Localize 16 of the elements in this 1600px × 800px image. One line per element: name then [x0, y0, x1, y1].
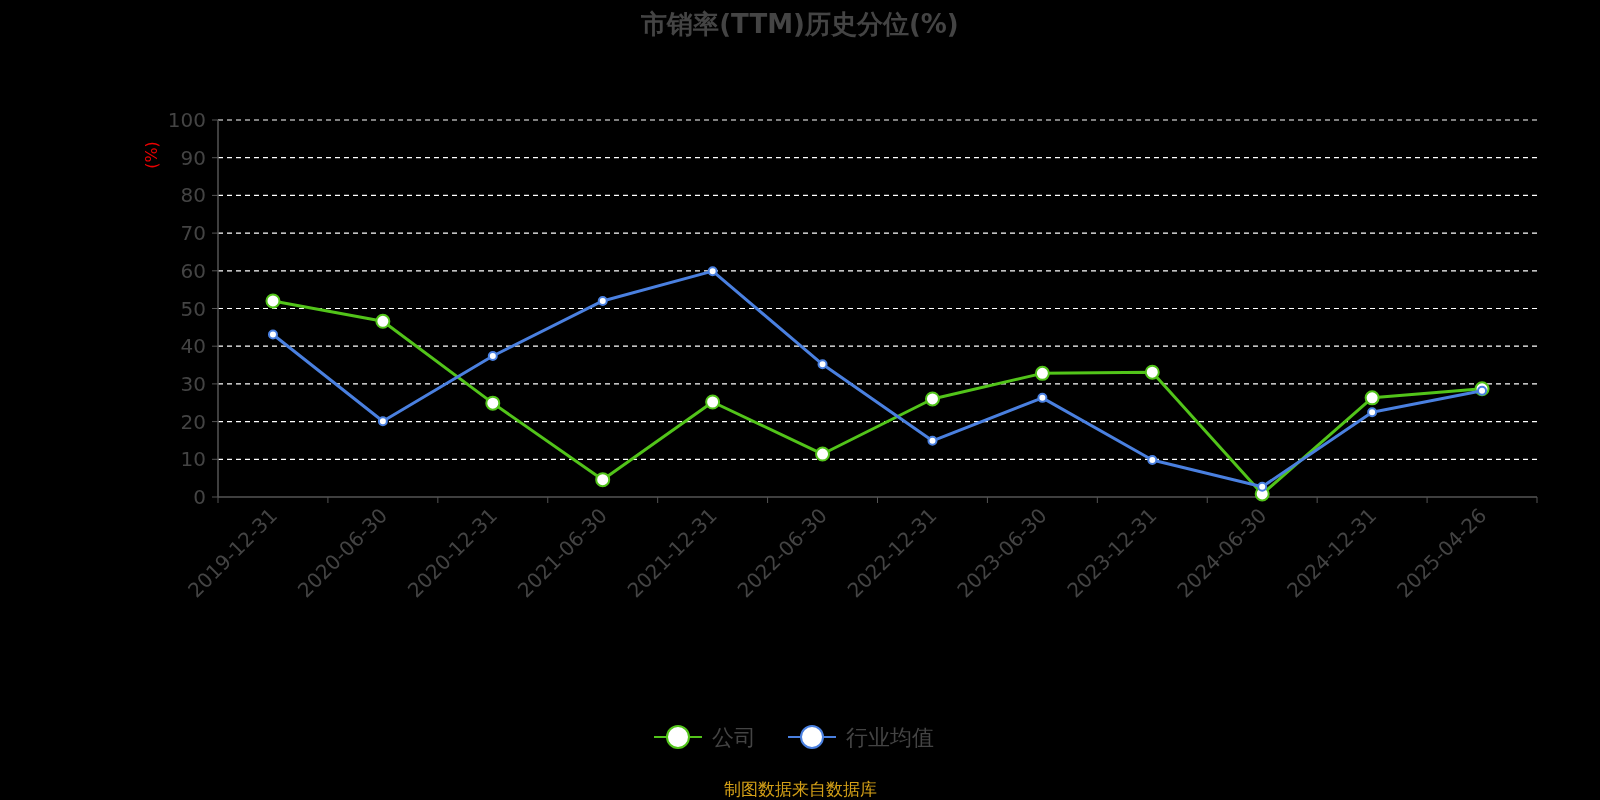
- y-tick-label: 10: [180, 447, 206, 472]
- y-tick-label: 100: [167, 108, 206, 132]
- y-tick-label: 20: [180, 409, 206, 434]
- y-tick-label: 70: [180, 221, 206, 246]
- y-tick-label: 90: [180, 145, 206, 170]
- y-tick-label: 0: [193, 485, 206, 509]
- y-tick-label: 80: [180, 183, 206, 208]
- y-tick-label: 60: [180, 258, 206, 283]
- legend-label: 公司: [712, 725, 756, 750]
- y-axis-title: (%): [142, 141, 161, 169]
- chart-title: 市销率(TTM)历史分位(%): [640, 9, 959, 39]
- y-tick-label: 40: [180, 334, 206, 359]
- legend-label: 行业均值: [846, 725, 934, 750]
- y-tick-label: 30: [180, 371, 206, 396]
- y-tick-label: 50: [180, 296, 206, 321]
- text: 制图数据来自数据库: [723, 779, 877, 799]
